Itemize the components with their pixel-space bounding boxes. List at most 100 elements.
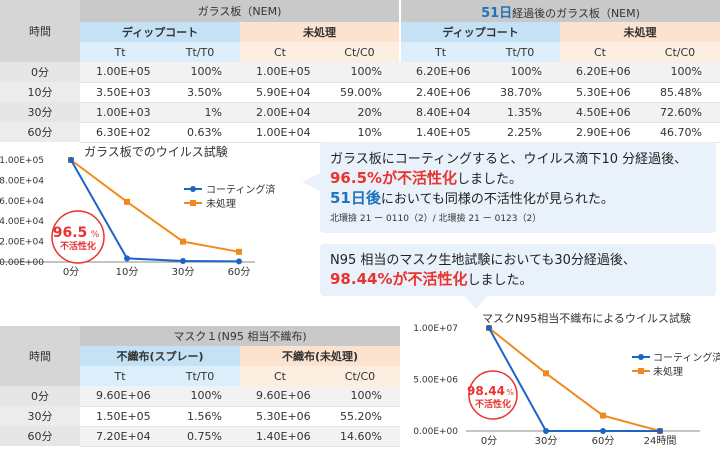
cell: 100% <box>160 62 240 83</box>
cell: 6.30E+02 <box>80 122 160 143</box>
cell: 55.20% <box>320 406 400 427</box>
series-line <box>488 327 660 432</box>
series-line <box>488 327 661 432</box>
table-row: 60分 7.20E+04 0.75% 1.40E+06 14.60% <box>0 426 400 447</box>
cell: 14.60% <box>320 426 400 447</box>
row-time: 30分 <box>0 102 80 122</box>
row-time: 60分 <box>0 426 80 446</box>
col-tt: Tt <box>80 366 160 386</box>
legend: コーティング済 未処理 <box>184 183 275 210</box>
col-tt0: Tt/T0 <box>160 366 240 386</box>
cell: 8.40E+04 <box>400 102 480 123</box>
data-point <box>236 258 242 265</box>
badge-value: 96.5 <box>53 225 88 241</box>
cell: 1.00E+05 <box>80 62 160 83</box>
mask-virus-chart: マスクN95相当不織布によるウイルス試験 0.00E+00 5.00E+06 1.0… <box>413 311 720 447</box>
col-ct: Ct <box>240 366 320 386</box>
legend-coat-marker <box>190 186 196 192</box>
cell: 9.60E+06 <box>80 386 160 407</box>
row-time: 60分 <box>0 122 80 142</box>
data-point <box>543 370 549 377</box>
cell: 0.63% <box>160 122 240 143</box>
callout-day-highlight: 51日後 <box>330 189 381 207</box>
data-point <box>657 428 663 434</box>
series <box>68 157 242 265</box>
y-tick-labels: 0.00E+00 5.00E+06 1.00E+07 <box>413 324 458 437</box>
cell: 0.75% <box>160 426 240 447</box>
cell: 1% <box>160 102 240 123</box>
x-tick-label: 60分 <box>228 266 251 278</box>
y-tick-labels: 0.00E+00 2.00E+04 4.00E+04 6.00E+04 8.00E+04… <box>0 156 44 268</box>
glass-results-table: 時間 ガラス板（NEM) 51日経過後のガラス板（NEM) ディップコート 未処… <box>0 0 720 143</box>
cell: 2.90E+06 <box>560 122 640 143</box>
data-point <box>180 238 186 245</box>
sub-untreated-header-2: 未処理 <box>560 22 720 42</box>
cell: 7.20E+04 <box>80 426 160 447</box>
badge-label: 不活性化 <box>475 398 511 410</box>
sub-coat-header: ディップコート <box>80 22 240 42</box>
cell: 100% <box>160 386 240 407</box>
callout-line2: 98.44%が不活性化しました。 <box>330 270 706 290</box>
legend-coat-label: コーティング済 <box>653 351 720 364</box>
data-point <box>124 255 130 262</box>
x-tick-label: 24時間 <box>644 435 677 447</box>
x-tick-labels: 0分 30分 60分 24時間 <box>481 435 677 447</box>
data-point <box>600 428 606 434</box>
glass-summary-callout: ガラス板にコーティングすると、ウイルス滴下10 分経過後、 96.5%が不活性化… <box>320 142 716 233</box>
table-row: 0分 9.60E+06 100% 9.60E+06 100% <box>0 386 400 407</box>
x-tick-label: 10分 <box>116 266 139 278</box>
cell: 3.50E+03 <box>80 82 160 103</box>
series <box>486 325 663 434</box>
cell: 6.20E+06 <box>560 62 640 83</box>
data-point <box>486 325 492 331</box>
cell: 10% <box>320 122 400 143</box>
callout-line1: ガラス板にコーティングすると、ウイルス滴下10 分経過後、 <box>330 152 688 167</box>
x-tick-label: 0分 <box>481 435 497 447</box>
badge-label: 不活性化 <box>60 240 96 252</box>
y-tick-label: 2.00E+04 <box>0 238 44 248</box>
y-tick-label: 5.00E+06 <box>413 376 458 386</box>
cell: 85.48% <box>640 82 720 103</box>
cell: 1.00E+03 <box>80 102 160 123</box>
cell: 1.35% <box>480 102 560 123</box>
col-ct: Ct <box>560 42 640 62</box>
col-tt0: Tt/T0 <box>160 42 240 62</box>
legend: コーティング済 未処理 <box>632 351 720 378</box>
col-ct0: Ct/C0 <box>320 42 400 62</box>
callout-text: においても同様の不活性化が見られた。 <box>380 192 614 207</box>
cell: 1.40E+06 <box>240 426 320 447</box>
legend-coat-label: コーティング済 <box>206 183 275 196</box>
cell: 2.00E+04 <box>240 102 320 123</box>
series-line <box>70 159 240 253</box>
y-tick-label: 4.00E+04 <box>0 217 44 227</box>
group-mask-header: マスク１(N95 相当不織布) <box>80 326 400 346</box>
cell: 72.60% <box>640 102 720 123</box>
chart-title: ガラス板でのウイルス試験 <box>84 144 228 159</box>
data-point <box>68 157 74 163</box>
reference-numbers: 北環撿 21 ー 0110（2）/ 北環撿 21 ー 0123（2） <box>330 214 542 224</box>
callout-line2: 96.5%が不活性化しました。 <box>330 169 706 189</box>
legend-untreated-label: 未処理 <box>206 197 236 210</box>
table-row: 30分 1.00E+03 1% 2.00E+04 20% 8.40E+04 1.… <box>0 102 720 123</box>
badge-value: 98.44 <box>467 384 505 398</box>
table-row: 30分 1.50E+05 1.56% 5.30E+06 55.20% <box>0 406 400 427</box>
cell: 1.00E+04 <box>240 122 320 143</box>
x-tick-labels: 0分 10分 30分 60分 <box>63 266 251 278</box>
legend-untreated-marker <box>638 368 644 374</box>
y-tick-label: 8.00E+04 <box>0 176 44 186</box>
callout-highlight: 96.5%が不活性化 <box>330 169 458 187</box>
x-tick-label: 0分 <box>63 266 79 278</box>
badge-unit: % <box>91 230 100 240</box>
cell: 2.25% <box>480 122 560 143</box>
col-tt: Tt <box>80 42 160 62</box>
data-point <box>543 428 549 434</box>
cell: 5.30E+06 <box>560 82 640 103</box>
legend-coat-marker <box>638 354 644 360</box>
cell: 20% <box>320 102 400 123</box>
table-row: 10分 3.50E+03 3.50% 5.90E+04 59.00% 2.40E… <box>0 82 720 103</box>
y-tick-label: 0.00E+00 <box>413 427 458 437</box>
cell: 46.70% <box>640 122 720 143</box>
day-count-label: 51日 <box>481 5 513 21</box>
cell: 1.50E+05 <box>80 406 160 427</box>
callout-text: しました。 <box>457 172 523 187</box>
